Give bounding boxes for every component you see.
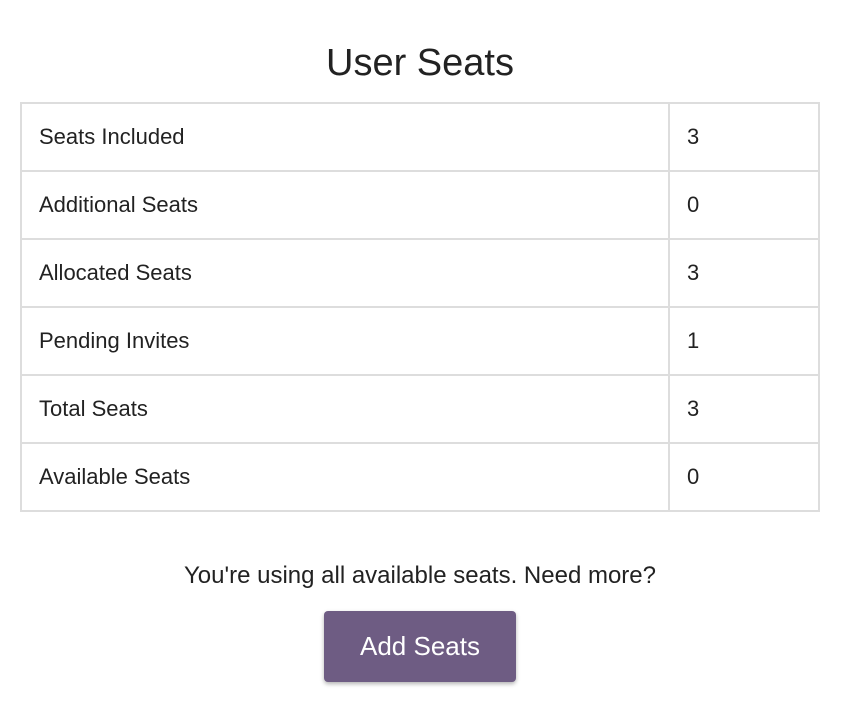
seats-message: You're using all available seats. Need m… [184,562,656,589]
row-value: 0 [668,442,820,512]
row-label: Additional Seats [20,170,670,240]
table-row: Total Seats 3 [20,374,820,444]
page-title: User Seats [326,42,514,84]
row-value: 3 [668,374,820,444]
row-label: Seats Included [20,102,670,172]
row-label: Total Seats [20,374,670,444]
row-label: Available Seats [20,442,670,512]
table-row: Additional Seats 0 [20,170,820,240]
table-row: Allocated Seats 3 [20,238,820,308]
table-row: Pending Invites 1 [20,306,820,376]
table-row: Available Seats 0 [20,442,820,512]
row-label: Pending Invites [20,306,670,376]
row-value: 1 [668,306,820,376]
row-value: 3 [668,238,820,308]
seats-table: Seats Included 3 Additional Seats 0 Alloca… [20,102,820,512]
table-row: Seats Included 3 [20,102,820,172]
row-label: Allocated Seats [20,238,670,308]
row-value: 0 [668,170,820,240]
add-seats-button[interactable]: Add Seats [324,611,516,682]
row-value: 3 [668,102,820,172]
